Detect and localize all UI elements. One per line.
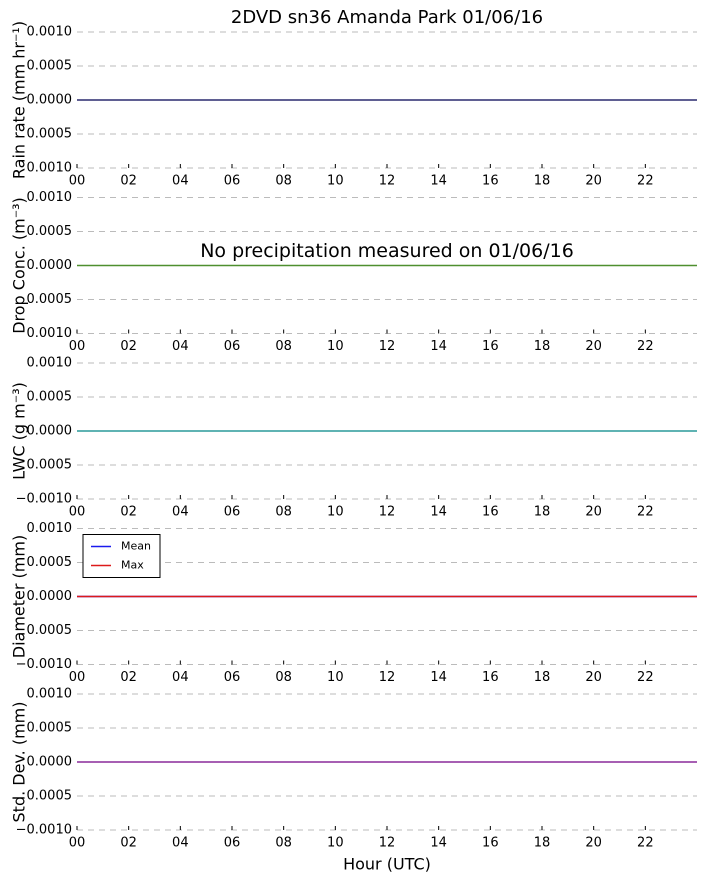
y-tick-label: 0.0010	[27, 521, 73, 536]
y-axis-label: Drop Conc. (m⁻³)	[10, 197, 29, 334]
x-tick-label: 06	[224, 836, 241, 851]
x-tick-label: 00	[69, 836, 86, 851]
y-tick-label: 0.0000	[27, 589, 73, 604]
y-tick-label: 0.0010	[27, 326, 73, 341]
legend-label: Mean	[121, 540, 151, 553]
x-tick-label: 00	[69, 505, 86, 520]
x-tick-label: 08	[275, 505, 292, 520]
x-tick-label: 12	[379, 174, 396, 189]
y-tick-label: −0.0010	[16, 823, 72, 838]
x-tick-label: 02	[120, 339, 137, 354]
x-tick-label: 16	[482, 505, 499, 520]
x-tick-label: 20	[585, 505, 602, 520]
y-tick-label: 0.0000	[27, 93, 73, 108]
x-tick-label: 18	[534, 339, 551, 354]
x-tick-label: 20	[585, 836, 602, 851]
y-tick-label: 0.0000	[27, 424, 73, 439]
x-axis-label: Hour (UTC)	[343, 855, 431, 874]
x-tick-label: 18	[534, 670, 551, 685]
x-tick-label: 08	[275, 339, 292, 354]
x-tick-label: 12	[379, 339, 396, 354]
x-tick-label: 04	[172, 174, 189, 189]
y-tick-label: 0.0005	[27, 555, 73, 570]
x-tick-label: 06	[224, 339, 241, 354]
y-tick-label: 0.0000	[27, 755, 73, 770]
x-tick-label: 10	[327, 670, 344, 685]
x-tick-label: 00	[69, 339, 86, 354]
y-axis-label: Std. Dev. (mm)	[10, 702, 29, 823]
x-tick-label: 10	[327, 339, 344, 354]
x-tick-label: 14	[430, 339, 447, 354]
x-tick-label: 16	[482, 670, 499, 685]
y-axis-label: Rain rate (mm hr⁻¹)	[10, 21, 29, 179]
x-tick-label: 00	[69, 670, 86, 685]
x-tick-label: 02	[120, 505, 137, 520]
y-tick-label: 0.0005	[27, 59, 73, 74]
x-tick-label: 10	[327, 836, 344, 851]
x-tick-label: 18	[534, 836, 551, 851]
x-tick-label: 16	[482, 174, 499, 189]
x-tick-label: 22	[637, 174, 654, 189]
y-tick-label: 0.0005	[27, 292, 73, 307]
x-tick-label: 08	[275, 670, 292, 685]
y-axis-label: LWC (g m⁻³)	[10, 382, 29, 480]
x-tick-label: 16	[482, 339, 499, 354]
x-tick-label: 16	[482, 836, 499, 851]
x-tick-label: 12	[379, 670, 396, 685]
legend-box	[82, 534, 161, 578]
x-tick-label: 12	[379, 505, 396, 520]
x-tick-label: 04	[172, 339, 189, 354]
y-tick-label: 0.0005	[27, 623, 73, 638]
legend-label: Max	[121, 559, 144, 572]
y-tick-label: 0.0005	[27, 127, 73, 142]
x-tick-label: 08	[275, 174, 292, 189]
chart-title: 2DVD sn36 Amanda Park 01/06/16	[231, 7, 543, 28]
x-tick-label: 06	[224, 670, 241, 685]
x-tick-label: 02	[120, 174, 137, 189]
x-tick-label: 14	[430, 174, 447, 189]
x-tick-label: 22	[637, 505, 654, 520]
x-tick-label: 22	[637, 670, 654, 685]
y-tick-label: 0.0005	[27, 458, 73, 473]
x-tick-label: 14	[430, 670, 447, 685]
x-tick-label: 22	[637, 339, 654, 354]
x-tick-label: 06	[224, 505, 241, 520]
x-tick-label: 02	[120, 836, 137, 851]
x-tick-label: 10	[327, 174, 344, 189]
x-tick-label: 02	[120, 670, 137, 685]
x-tick-label: 00	[69, 174, 86, 189]
y-tick-label: 0.0010	[27, 190, 73, 205]
x-tick-label: 06	[224, 174, 241, 189]
annotation: No precipitation measured on 01/06/16	[200, 240, 574, 262]
x-tick-label: 18	[534, 505, 551, 520]
y-axis-label: Diameter (mm)	[10, 535, 29, 658]
x-tick-label: 12	[379, 836, 396, 851]
x-tick-label: 18	[534, 174, 551, 189]
y-tick-label: 0.0000	[27, 258, 73, 273]
y-tick-label: 0.0010	[27, 161, 73, 176]
y-tick-label: 0.0005	[27, 789, 73, 804]
y-tick-label: 0.0010	[27, 25, 73, 40]
x-tick-label: 08	[275, 836, 292, 851]
x-tick-label: 10	[327, 505, 344, 520]
x-tick-label: 20	[585, 174, 602, 189]
x-tick-label: 04	[172, 670, 189, 685]
y-tick-label: −0.0010	[16, 657, 72, 672]
y-tick-label: 0.0005	[27, 224, 73, 239]
x-tick-label: 04	[172, 836, 189, 851]
x-tick-label: 20	[585, 339, 602, 354]
x-tick-label: 14	[430, 836, 447, 851]
x-tick-label: 14	[430, 505, 447, 520]
y-tick-label: 0.0005	[27, 390, 73, 405]
x-tick-label: 20	[585, 670, 602, 685]
y-tick-label: 0.0010	[27, 356, 73, 371]
y-tick-label: −0.0010	[16, 492, 72, 507]
y-tick-label: 0.0010	[27, 687, 73, 702]
x-tick-label: 04	[172, 505, 189, 520]
x-tick-label: 22	[637, 836, 654, 851]
y-tick-label: 0.0005	[27, 721, 73, 736]
